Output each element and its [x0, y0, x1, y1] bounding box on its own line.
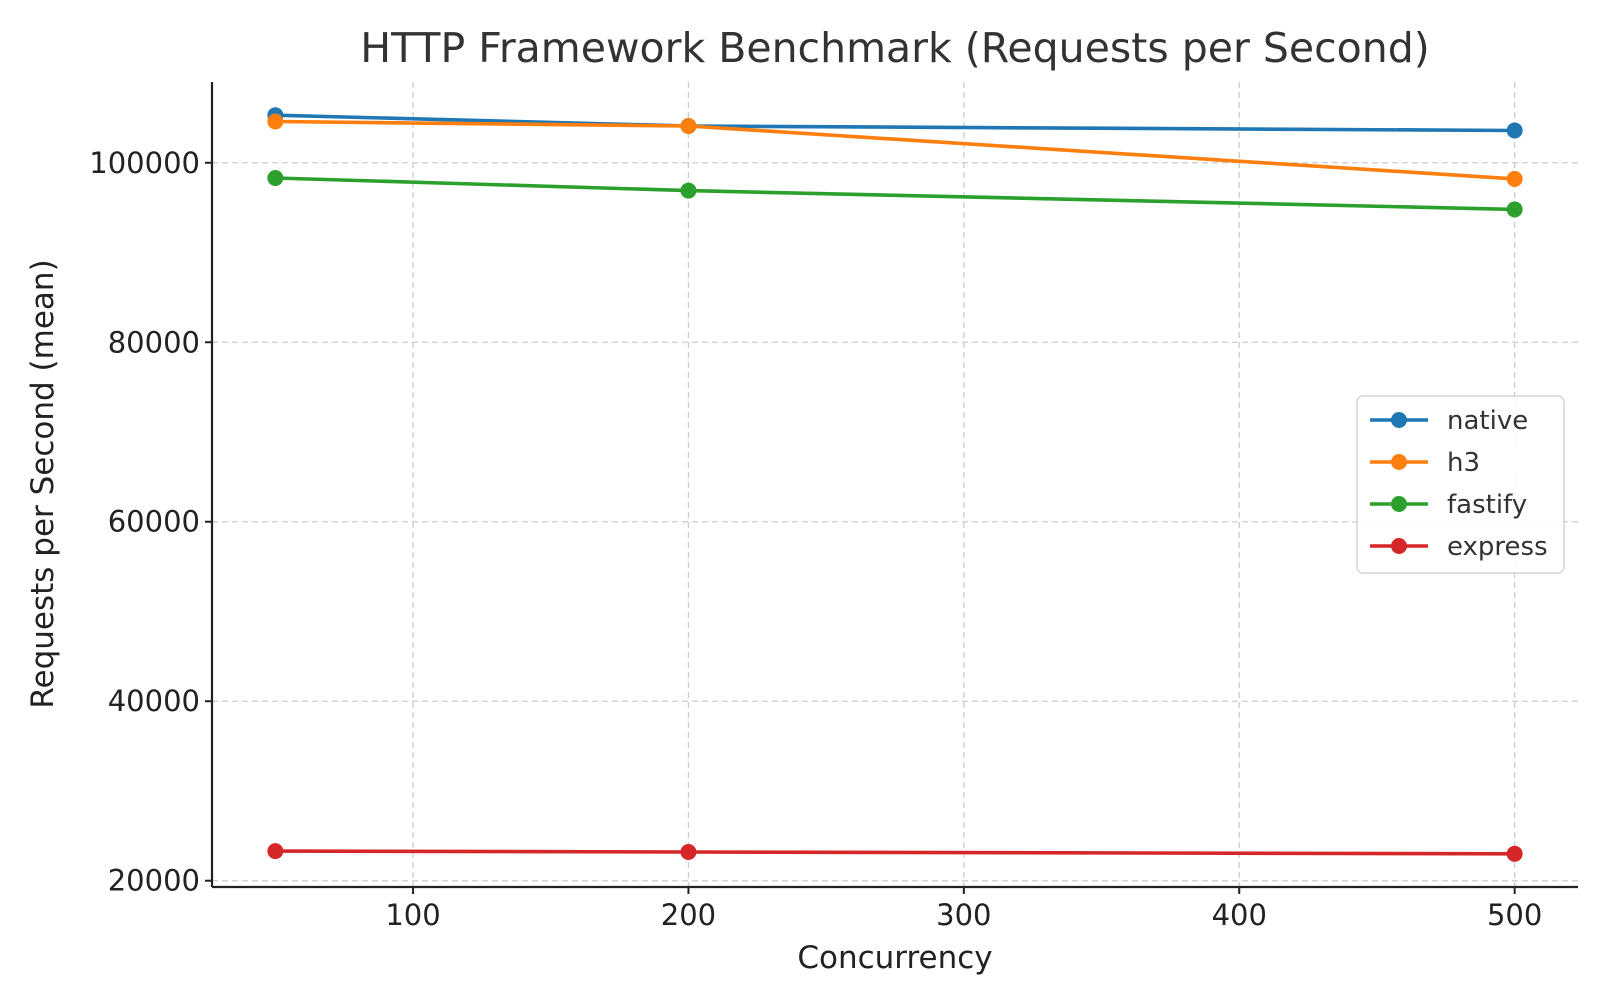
series-h3	[267, 113, 1523, 187]
series-area	[267, 107, 1523, 862]
legend-label-native: native	[1447, 406, 1528, 436]
y-tick-label: 80000	[108, 325, 200, 359]
x-tick-label: 300	[936, 898, 991, 932]
data-point-native	[1506, 122, 1523, 139]
y-tick-label: 40000	[108, 684, 200, 718]
series-express	[267, 843, 1523, 862]
legend-marker-native	[1391, 412, 1407, 428]
y-tick-label: 20000	[108, 864, 200, 898]
data-point-express	[680, 844, 697, 860]
data-point-express	[267, 843, 284, 860]
x-tick-label: 200	[661, 898, 716, 932]
x-ticks: 100 200 300 400 500	[385, 887, 1542, 932]
legend: native h3 fastify express	[1356, 395, 1565, 574]
axes	[210, 82, 1578, 889]
data-point-h3	[1506, 170, 1523, 187]
data-point-express	[1506, 845, 1523, 862]
y-tick-label: 100000	[89, 146, 200, 180]
legend-box	[1356, 395, 1565, 574]
legend-label-h3: h3	[1447, 448, 1480, 478]
legend-items: native h3 fastify express	[1370, 406, 1548, 562]
x-tick-label: 400	[1212, 898, 1267, 932]
series-fastify	[267, 170, 1523, 218]
data-point-h3	[680, 117, 697, 134]
data-point-h3	[267, 113, 284, 130]
legend-item-express: express	[1370, 532, 1548, 562]
data-point-fastify	[1506, 201, 1523, 218]
chart-title: HTTP Framework Benchmark (Requests per S…	[360, 24, 1429, 72]
legend-marker-express	[1391, 538, 1407, 554]
x-tick-label: 500	[1487, 898, 1542, 932]
y-axis-label: Requests per Second (mean)	[25, 259, 61, 708]
x-tick-label: 100	[385, 898, 440, 932]
legend-item-native: native	[1370, 406, 1528, 436]
x-axis-label: Concurrency	[797, 940, 992, 976]
data-point-fastify	[680, 182, 697, 199]
legend-marker-fastify	[1391, 496, 1407, 512]
legend-marker-h3	[1391, 454, 1407, 470]
legend-label-fastify: fastify	[1447, 490, 1527, 520]
grid	[212, 82, 1578, 887]
legend-label-express: express	[1447, 532, 1548, 562]
legend-item-h3: h3	[1370, 448, 1480, 478]
data-point-fastify	[267, 170, 284, 187]
y-ticks: 20000 40000 60000 80000 100000	[89, 146, 212, 898]
legend-item-fastify: fastify	[1370, 490, 1527, 520]
y-tick-label: 60000	[108, 505, 200, 539]
